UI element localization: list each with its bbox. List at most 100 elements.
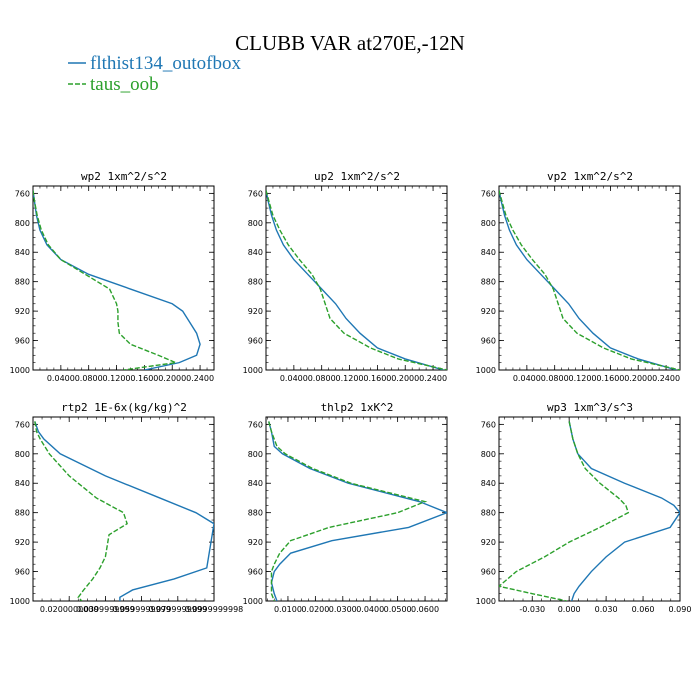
y-tick-label: 920 xyxy=(15,307,30,316)
x-tick-label: 0.060 xyxy=(632,605,655,614)
x-tick-label: 0.1200 xyxy=(569,374,597,383)
y-tick-label: 760 xyxy=(481,189,496,198)
y-tick-label: 920 xyxy=(15,538,30,547)
y-tick-label: 960 xyxy=(248,337,263,346)
y-tick-label: 960 xyxy=(15,337,30,346)
x-tick-label: 0.0800 xyxy=(541,374,569,383)
series-line-taus-oob xyxy=(268,421,428,601)
x-tick-label: 0.1600 xyxy=(596,374,624,383)
panel-vp2: vp2 1xm^2/s^2 760 800 840 880 920 960 1000 0.04… xyxy=(476,170,681,383)
x-tick-label: 0.2400 xyxy=(652,374,680,383)
y-tick-label: 880 xyxy=(481,509,496,518)
y-tick-label: 880 xyxy=(15,278,30,287)
y-tick-label: 800 xyxy=(248,450,263,459)
panel-wp2: wp2 1xm^2/s^2 760 800 840 880 920 960 1000 0.04… xyxy=(10,170,215,383)
y-tick-label: 800 xyxy=(15,450,30,459)
panel-rtp2: rtp2 1E-6x(kg/kg)^2 760 800 840 880 920 960 10… xyxy=(10,401,244,614)
x-tick-label: 0.1600 xyxy=(363,374,391,383)
x-tick-label: 0.0400 xyxy=(280,374,308,383)
x-tick-label: 0.2000 xyxy=(391,374,419,383)
y-tick-label: 880 xyxy=(481,278,496,287)
panel-title: wp2 1xm^2/s^2 xyxy=(81,170,167,183)
x-tick-label: 0.0799999999 xyxy=(149,605,208,614)
y-tick-label: 920 xyxy=(481,538,496,547)
series-line-taus-oob xyxy=(34,421,128,601)
panel-title: wp3 1xm^3/s^3 xyxy=(547,401,633,414)
y-tick-label: 800 xyxy=(248,219,263,228)
y-tick-label: 840 xyxy=(481,479,496,488)
series-line-flthist134 xyxy=(268,421,447,601)
x-tick-label: 0.2400 xyxy=(186,374,214,383)
y-tick-label: 840 xyxy=(481,248,496,257)
y-tick-label: 880 xyxy=(248,278,263,287)
series-line-taus-oob xyxy=(499,421,630,601)
y-tick-label: 840 xyxy=(248,248,263,257)
x-tick-label: 0.0500 xyxy=(384,605,412,614)
panel-thlp2: thlp2 1xK^2 760 800 840 880 920 960 1000 0.0100… xyxy=(243,401,448,614)
plot-frame xyxy=(265,185,448,371)
x-tick-label: 0.0600 xyxy=(411,605,439,614)
y-tick-label: 760 xyxy=(15,420,30,429)
y-tick-label: 1000 xyxy=(243,366,263,375)
x-tick-label: 0.0200000000 xyxy=(40,605,99,614)
y-tick-label: 760 xyxy=(248,189,263,198)
x-tick-label: 0.0200 xyxy=(301,605,329,614)
panel-title: rtp2 1E-6x(kg/kg)^2 xyxy=(61,401,187,414)
x-tick-label: 0.1200 xyxy=(336,374,364,383)
x-tick-label: 0.1600 xyxy=(130,374,158,383)
y-tick-label: 1000 xyxy=(476,366,496,375)
x-tick-label: 0.0800 xyxy=(308,374,336,383)
y-tick-label: 920 xyxy=(248,307,263,316)
x-tick-label: 0.0400 xyxy=(356,605,384,614)
x-tick-label: -0.030 xyxy=(519,605,545,614)
x-tick-label: 0.0100 xyxy=(274,605,302,614)
y-tick-label: 840 xyxy=(15,248,30,257)
y-tick-label: 960 xyxy=(248,568,263,577)
y-tick-label: 880 xyxy=(248,509,263,518)
y-tick-label: 920 xyxy=(481,307,496,316)
panel-title: vp2 1xm^2/s^2 xyxy=(547,170,633,183)
plot-frame xyxy=(32,185,215,371)
panel-title: up2 1xm^2/s^2 xyxy=(314,170,400,183)
legend: flthist134_outofbox taus_oob xyxy=(68,53,241,95)
panel-wp3: wp3 1xm^3/s^3 760 800 840 880 920 960 1000 -0.0… xyxy=(476,401,692,614)
y-tick-label: 840 xyxy=(248,479,263,488)
series-line-flthist134 xyxy=(33,190,201,370)
figure-title: CLUBB VAR at270E,-12N xyxy=(235,31,465,55)
series-line-flthist134 xyxy=(266,190,444,370)
x-tick-label: 0.2000 xyxy=(624,374,652,383)
x-tick-label: 0.2400 xyxy=(419,374,447,383)
y-tick-label: 840 xyxy=(15,479,30,488)
x-tick-label: 0.000 xyxy=(558,605,581,614)
legend-label-taus-oob: taus_oob xyxy=(90,74,159,95)
plot-frame xyxy=(265,416,448,602)
x-tick-label: 0.0300 xyxy=(329,605,357,614)
y-tick-label: 1000 xyxy=(10,366,30,375)
y-tick-label: 1000 xyxy=(10,597,30,606)
x-tick-label: 0.0400 xyxy=(47,374,75,383)
y-tick-label: 1000 xyxy=(243,597,263,606)
y-tick-label: 1000 xyxy=(476,597,496,606)
plot-frame xyxy=(498,185,681,371)
y-tick-label: 960 xyxy=(481,568,496,577)
panel-title: thlp2 1xK^2 xyxy=(321,401,394,414)
series-line-flthist134 xyxy=(34,421,214,601)
x-tick-label: 0.0999999998 xyxy=(185,605,244,614)
y-tick-label: 800 xyxy=(481,450,496,459)
x-tick-label: 0.0399999999 xyxy=(76,605,135,614)
y-tick-label: 960 xyxy=(15,568,30,577)
x-tick-label: 0.0800 xyxy=(75,374,103,383)
y-tick-label: 880 xyxy=(15,509,30,518)
x-tick-label: 0.0400 xyxy=(513,374,541,383)
series-line-flthist134 xyxy=(568,421,680,601)
series-line-taus-oob xyxy=(499,190,680,370)
x-tick-label: 0.1200 xyxy=(103,374,131,383)
x-tick-label: 0.030 xyxy=(595,605,618,614)
x-tick-label: 0.090 xyxy=(669,605,692,614)
legend-label-flthist134: flthist134_outofbox xyxy=(90,53,241,74)
y-tick-label: 960 xyxy=(481,337,496,346)
y-tick-label: 760 xyxy=(481,420,496,429)
x-tick-label: 0.0599999999 xyxy=(112,605,171,614)
series-line-taus-oob xyxy=(266,190,447,370)
